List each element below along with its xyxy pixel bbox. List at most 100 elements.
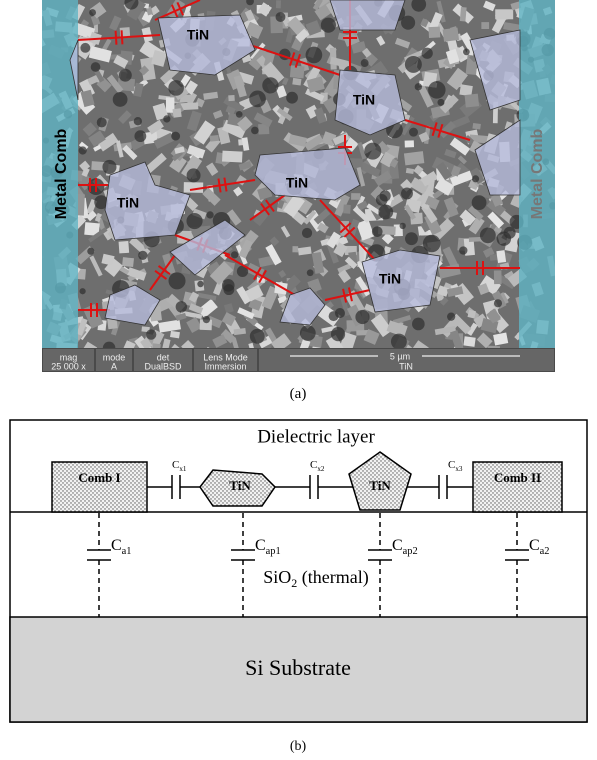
pore — [307, 269, 314, 276]
bar-value: 25 000 x — [51, 361, 86, 371]
pore — [186, 213, 202, 229]
figure: TiNTiNTiNTiNTiNMetal CombMetal Comb mag2… — [0, 0, 597, 760]
pore — [335, 308, 345, 318]
cap-symbol: C — [448, 459, 455, 471]
pore — [391, 334, 407, 350]
pore — [321, 18, 336, 33]
tin-label: TiN — [187, 27, 209, 43]
pore — [249, 91, 266, 108]
pore — [168, 272, 185, 289]
pore — [119, 69, 132, 82]
pore — [447, 313, 455, 321]
grain — [23, 247, 44, 267]
cap-label: Cap1 — [255, 537, 281, 557]
pore — [79, 146, 87, 154]
grain — [228, 95, 235, 101]
pore — [97, 117, 107, 127]
pore — [378, 205, 393, 220]
pore — [364, 143, 381, 160]
pore — [428, 81, 445, 98]
pore — [134, 130, 146, 142]
pore — [176, 301, 187, 312]
gap — [439, 477, 447, 497]
grain — [405, 140, 414, 147]
pore — [405, 56, 422, 73]
tin-particle — [330, 0, 405, 30]
grain — [210, 135, 219, 142]
scale-label: 5 µm — [390, 351, 410, 361]
tin-label: TiN — [379, 271, 401, 287]
pore — [236, 111, 243, 118]
pore — [306, 47, 323, 64]
pore — [206, 211, 213, 218]
comb-label: Metal Comb — [529, 128, 546, 219]
cap-symbol: C — [529, 537, 540, 554]
cap-label: Ca1 — [111, 537, 131, 557]
cap-label: Cx1 — [172, 459, 187, 473]
pore — [276, 12, 286, 22]
pore — [423, 235, 441, 253]
substrate-label: Si Substrate — [245, 655, 351, 680]
pore — [494, 299, 502, 307]
pore — [113, 92, 128, 107]
pore — [87, 248, 94, 255]
cap-label: Cx2 — [310, 459, 325, 473]
cap-label: Cap2 — [392, 537, 418, 557]
cap-subscript: a2 — [540, 546, 550, 557]
pore — [80, 288, 86, 294]
pore — [415, 83, 422, 90]
pore — [203, 316, 210, 323]
grain — [463, 336, 475, 347]
grain — [35, 320, 42, 331]
pore — [80, 43, 90, 53]
cap-plate — [116, 31, 117, 45]
pore — [163, 115, 170, 122]
pore — [222, 279, 235, 292]
pore — [412, 318, 425, 331]
cap-symbol: C — [310, 459, 317, 471]
panel-label: (a) — [290, 386, 307, 402]
pore — [372, 226, 383, 237]
grain — [173, 108, 182, 117]
sample-label: TiN — [399, 361, 413, 371]
pore — [405, 232, 418, 245]
grain — [222, 151, 243, 163]
cap-symbol: C — [392, 537, 403, 554]
grain — [351, 193, 360, 200]
grain — [292, 78, 301, 86]
cap-subscript: ap2 — [403, 546, 418, 557]
cap-subscript: x3 — [455, 465, 463, 473]
pore — [472, 175, 479, 182]
grain — [494, 270, 502, 284]
oxide-suffix: (thermal) — [297, 567, 368, 588]
pore — [171, 132, 180, 141]
pore — [437, 99, 444, 106]
pore — [409, 128, 418, 137]
oxide-text: SiO — [263, 567, 291, 587]
cap-label: Cx3 — [448, 459, 463, 473]
grain — [472, 123, 481, 130]
oxide-label: SiO2 (thermal) — [263, 567, 368, 590]
pore — [401, 188, 413, 200]
gap — [172, 477, 180, 497]
pore — [355, 310, 369, 324]
panel-label: (b) — [290, 739, 307, 754]
pore — [422, 48, 433, 59]
cap-symbol: C — [255, 537, 266, 554]
particle-label: TiN — [229, 478, 251, 493]
grain — [119, 241, 130, 253]
grain — [496, 250, 506, 263]
grain — [465, 94, 480, 108]
comb-label: Comb I — [78, 470, 120, 485]
gap — [310, 477, 318, 497]
pore — [89, 9, 96, 16]
pore — [331, 327, 345, 341]
pore — [459, 246, 467, 254]
pore — [472, 195, 487, 210]
layer-label: Dielectric layer — [257, 426, 375, 447]
pore — [262, 77, 278, 93]
bar-value: A — [111, 361, 117, 371]
pore — [197, 281, 203, 287]
cap-subscript: a1 — [122, 546, 132, 557]
